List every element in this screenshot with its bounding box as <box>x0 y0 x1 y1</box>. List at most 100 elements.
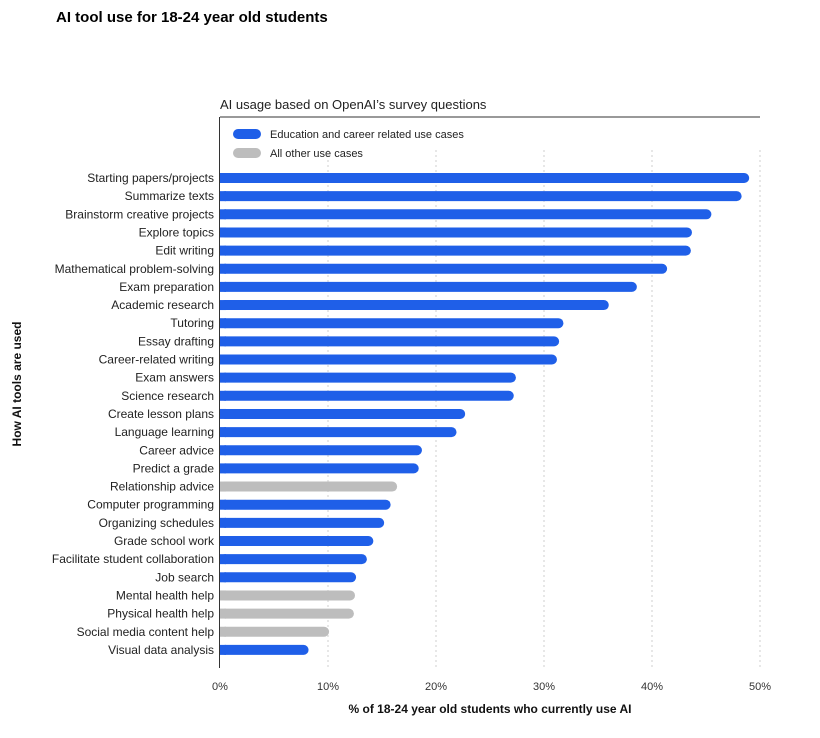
bar <box>220 281 637 292</box>
chart-frame <box>219 116 760 668</box>
legend-label: All other use cases <box>270 148 363 160</box>
bar-base <box>220 554 226 565</box>
category-label: Relationship advice <box>110 480 214 494</box>
bar <box>220 445 422 456</box>
bar-base <box>220 481 226 492</box>
x-tick-label: 40% <box>641 681 663 693</box>
category-label: Science research <box>121 389 214 403</box>
category-label: Essay drafting <box>138 334 214 348</box>
bar <box>220 354 557 365</box>
page-title: AI tool use for 18-24 year old students <box>56 9 328 26</box>
category-label: Exam answers <box>135 371 214 385</box>
bar <box>220 481 398 492</box>
bar-base <box>220 626 226 637</box>
bar <box>220 209 712 220</box>
category-label: Career advice <box>139 443 214 457</box>
bar <box>220 245 691 256</box>
bar-base <box>220 318 226 329</box>
bar-base <box>220 191 226 202</box>
bar-base <box>220 372 226 383</box>
bar-base <box>220 227 226 238</box>
x-tick-label: 30% <box>533 681 555 693</box>
x-tick-label: 10% <box>317 681 339 693</box>
category-label: Edit writing <box>155 244 214 258</box>
bar-base <box>220 517 226 528</box>
category-label: Physical health help <box>107 607 214 621</box>
legend-swatch <box>233 129 261 139</box>
category-label: Job search <box>155 570 214 584</box>
bar-base <box>220 644 226 655</box>
bar <box>220 590 355 601</box>
bar-base <box>220 390 226 401</box>
bar-base <box>220 445 226 456</box>
bar <box>220 499 391 510</box>
bar-base <box>220 281 226 292</box>
bar-base <box>220 499 226 510</box>
bar-base <box>220 336 226 347</box>
bar <box>220 318 564 329</box>
bar <box>220 554 367 565</box>
x-tick-label: 20% <box>425 681 447 693</box>
bar <box>220 173 750 183</box>
bar-base <box>220 209 226 220</box>
bar-base <box>220 245 226 256</box>
bar <box>220 191 742 202</box>
category-label: Create lesson plans <box>108 407 214 421</box>
bar-base <box>220 608 226 619</box>
bar <box>220 408 466 419</box>
bar <box>220 263 668 274</box>
category-label: Language learning <box>115 425 214 439</box>
category-label: Exam preparation <box>119 280 214 294</box>
bar <box>220 427 457 438</box>
bar-base <box>220 572 226 583</box>
bar <box>220 608 354 619</box>
category-labels: Starting papers/projects Summarize texts B… <box>52 171 215 657</box>
category-label: Tutoring <box>170 316 214 330</box>
category-label: Academic research <box>111 298 214 312</box>
bar <box>220 390 514 401</box>
category-label: Grade school work <box>114 534 215 548</box>
bar <box>220 626 330 637</box>
chart-subtitle: AI usage based on OpenAI’s survey questi… <box>220 97 487 112</box>
category-label: Visual data analysis <box>108 643 214 657</box>
bar <box>220 517 385 528</box>
bar <box>220 463 419 474</box>
bar-base <box>220 427 226 438</box>
legend-label: Education and career related use cases <box>270 129 464 141</box>
bar <box>220 227 692 238</box>
legend: Education and career related use cases Al… <box>233 129 464 160</box>
x-tick-label: 0% <box>212 681 228 693</box>
legend-swatch <box>233 148 261 158</box>
bar <box>220 300 609 311</box>
bar-base <box>220 408 226 419</box>
bar <box>220 336 560 347</box>
category-label: Facilitate student collaboration <box>52 552 214 566</box>
category-label: Explore topics <box>139 225 214 239</box>
category-label: Summarize texts <box>125 189 214 203</box>
y-axis-label: How AI tools are used <box>10 322 24 447</box>
category-label: Starting papers/projects <box>87 171 214 185</box>
category-label: Computer programming <box>87 498 214 512</box>
x-axis-label: % of 18-24 year old students who current… <box>349 702 632 716</box>
bar <box>220 536 374 546</box>
bar-base <box>220 463 226 474</box>
bars <box>220 173 750 655</box>
category-label: Mental health help <box>116 588 214 602</box>
bar <box>220 572 357 583</box>
bar <box>220 644 309 655</box>
bar-base <box>220 300 226 311</box>
bar <box>220 372 516 383</box>
bar-base <box>220 173 226 183</box>
category-label: Predict a grade <box>133 461 215 475</box>
category-label: Organizing schedules <box>99 516 214 530</box>
category-label: Social media content help <box>77 625 215 639</box>
category-label: Brainstorm creative projects <box>65 207 214 221</box>
bar-base <box>220 263 226 274</box>
bar-base <box>220 590 226 601</box>
bar-base <box>220 354 226 365</box>
category-label: Career-related writing <box>99 353 214 367</box>
x-axis-ticks: 0% 10% 20% 30% 40% 50% <box>212 681 771 693</box>
bar-base <box>220 536 226 546</box>
x-tick-label: 50% <box>749 681 771 693</box>
